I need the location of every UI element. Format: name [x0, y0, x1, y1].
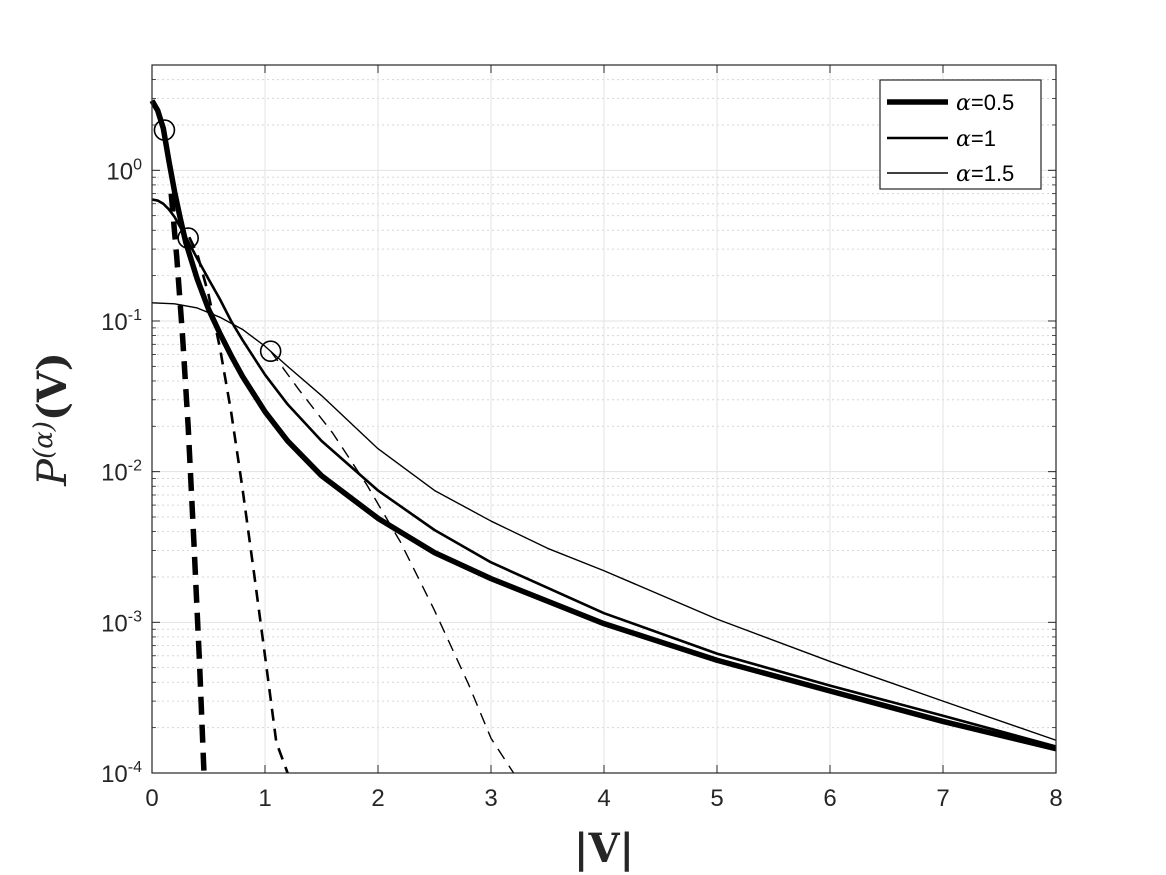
legend-label-alpha-0-5: α=0.5 [956, 90, 1014, 116]
x-tick-label: 5 [710, 785, 723, 812]
y-tick-label: 10-2 [101, 458, 142, 487]
x-tick-label: 8 [1049, 785, 1062, 812]
x-tick-label: 2 [371, 785, 384, 812]
x-tick-label: 4 [597, 785, 610, 812]
x-tick-label: 6 [823, 785, 836, 812]
grid [151, 64, 1057, 774]
y-tick-label: 10-1 [101, 307, 142, 336]
marker-layer [153, 119, 282, 363]
series-line-5 [270, 350, 515, 774]
legend-label-alpha-1-5: α=1.5 [956, 161, 1014, 187]
y-tick-label: 100 [106, 156, 142, 185]
x-tick-label: 1 [258, 785, 271, 812]
series-line-4 [188, 236, 289, 774]
y-tick-label: 10-4 [101, 759, 142, 788]
x-tick-labels: 0 1 2 3 4 5 6 7 8 [145, 785, 1062, 812]
marker-circle-0 [153, 119, 176, 141]
y-axis-label: P(α)(V) [29, 352, 76, 487]
series-line-1 [151, 198, 1057, 748]
y-axis-label-superscript: (α) [29, 421, 59, 459]
series-line-3 [168, 193, 207, 774]
series-line-0 [149, 99, 1057, 752]
legend-box [879, 79, 1042, 190]
marker-circle-2 [259, 340, 282, 363]
y-axis-label-base: P [30, 458, 76, 487]
y-tick-labels: 10-4 10-3 10-2 10-1 100 [101, 156, 142, 788]
y-tick-label: 10-3 [101, 608, 142, 637]
y-axis-label-arg: (V) [29, 352, 76, 421]
legend: α=0.5 α=1 α=1.5 [879, 79, 1042, 190]
ticks [151, 64, 1057, 774]
x-axis-label: |V| [574, 825, 634, 872]
marker-circle-1 [177, 227, 199, 249]
series-layer [149, 99, 1057, 774]
legend-label-alpha-1: α=1 [956, 126, 996, 152]
x-tick-label: 3 [484, 785, 497, 812]
x-tick-label: 0 [145, 785, 158, 812]
x-tick-label: 7 [936, 785, 949, 812]
